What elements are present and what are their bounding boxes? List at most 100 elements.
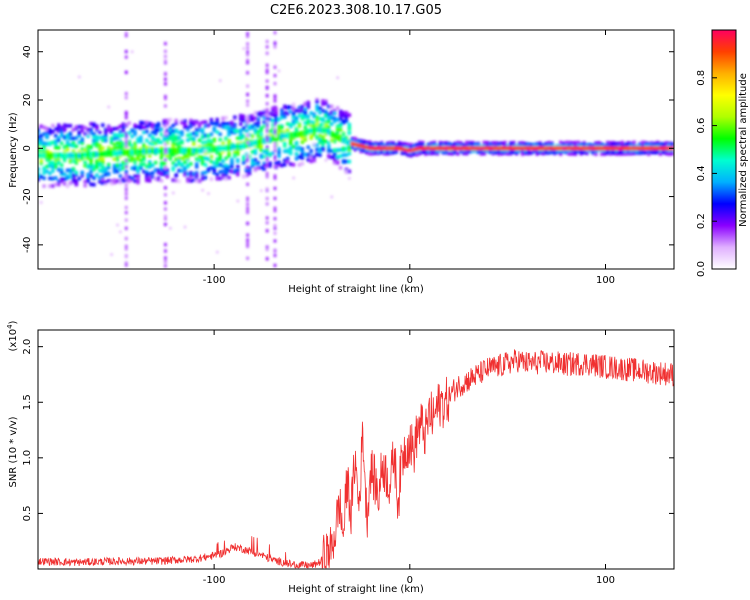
heatmap-cell: [482, 151, 487, 156]
heatmap-cell: [195, 157, 199, 161]
heatmap-cell: [65, 142, 70, 146]
heatmap-cell: [517, 141, 522, 146]
heatmap-cell: [377, 151, 381, 155]
heatmap-cell: [136, 180, 140, 185]
heatmap-streak-cell: [273, 65, 277, 69]
heatmap-cell: [394, 150, 399, 154]
heatmap-cell: [186, 172, 190, 176]
heatmap-cell: [253, 148, 258, 152]
heatmap-cell: [218, 152, 222, 156]
heatmap-cell: [165, 172, 170, 176]
heatmap-cell: [192, 178, 196, 183]
heatmap-cell: [338, 117, 343, 121]
heatmap-cell: [224, 169, 228, 174]
heatmap-cell: [280, 125, 284, 130]
heatmap-cell: [106, 147, 111, 152]
heatmap-cell: [535, 149, 539, 154]
heatmap-streak-cell: [265, 79, 269, 83]
heatmap-cell: [80, 173, 84, 178]
heatmap-cell: [209, 121, 214, 126]
heatmap-cell: [89, 151, 93, 158]
heatmap-cell: [544, 141, 548, 146]
heatmap-cell: [324, 101, 328, 106]
heatmap-cell: [362, 148, 366, 152]
heatmap-cell: [148, 178, 152, 183]
heatmap-streak-cell: [265, 45, 269, 49]
heatmap-cell: [203, 151, 208, 155]
heatmap-cell: [406, 148, 410, 153]
heatmap-cell: [180, 169, 184, 173]
heatmap-cell: [80, 138, 84, 143]
heatmap-cell: [327, 144, 331, 149]
heatmap-cell: [462, 142, 466, 147]
heatmap-cell: [221, 145, 225, 152]
heatmap-cell: [142, 146, 146, 150]
heatmap-cell: [130, 143, 134, 148]
heatmap-streak-cell: [246, 196, 249, 200]
heatmap-streak-cell: [246, 34, 249, 38]
heatmap-cell: [294, 146, 299, 151]
heatmap-cell: [611, 141, 616, 146]
heatmap-cell: [335, 106, 340, 110]
heatmap-streak-cell: [124, 173, 128, 177]
heatmap-cell: [171, 167, 175, 172]
heatmap-streak-cell: [246, 210, 249, 214]
heatmap-cell: [379, 150, 384, 155]
heatmap-cell: [259, 128, 263, 133]
heatmap-cell: [348, 177, 351, 180]
heatmap-cell: [148, 121, 152, 126]
heatmap-cell: [109, 136, 114, 141]
heatmap-cell: [332, 152, 337, 156]
heatmap-cell: [165, 118, 170, 123]
heatmap-cell: [382, 146, 387, 151]
heatmap-cell: [250, 140, 255, 147]
heatmap-cell: [283, 130, 287, 135]
heatmap-cell: [253, 139, 258, 146]
heatmap-cell: [306, 100, 310, 105]
heatmap-cell: [418, 151, 422, 156]
heatmap-cell: [280, 138, 284, 142]
heatmap-cell: [597, 141, 601, 145]
heatmap-cell: [371, 146, 375, 151]
heatmap-cell: [80, 147, 84, 151]
heatmap-cell: [570, 151, 575, 156]
heatmap-cell: [159, 153, 164, 157]
heatmap-streak-cell: [265, 187, 269, 191]
heatmap-cell: [341, 114, 346, 118]
heatmap-cell: [130, 134, 134, 139]
heatmap-cell: [221, 159, 225, 163]
heatmap-cell: [109, 130, 114, 135]
heatmap-cell: [506, 151, 510, 156]
heatmap-cell: [200, 130, 205, 134]
heatmap-cell: [315, 126, 319, 133]
heatmap-cell: [297, 107, 302, 111]
heatmap-cell: [206, 123, 211, 128]
heatmap-cell: [174, 135, 178, 139]
heatmap-streak-cell: [124, 133, 128, 137]
heatmap-cell: [629, 148, 633, 153]
heatmap-cell: [438, 142, 443, 147]
heatmap-cell: [77, 176, 81, 181]
heatmap-cell: [306, 157, 310, 162]
heatmap-cell: [303, 121, 308, 125]
heatmap-cell: [241, 155, 246, 159]
heatmap-cell: [174, 157, 178, 162]
heatmap-streak-cell: [164, 124, 167, 128]
heatmap-cell: [65, 184, 70, 188]
heatmap-cell: [98, 130, 102, 135]
heatmap-cell: [139, 148, 143, 155]
heatmap-cell: [57, 138, 61, 143]
heatmap-cell: [177, 130, 181, 135]
heatmap-streak-cell: [124, 211, 128, 215]
heatmap-cell: [92, 142, 96, 146]
heatmap-cell: [83, 152, 87, 159]
heatmap-cell: [95, 138, 99, 142]
heatmap-cell: [626, 149, 630, 154]
heatmap-cell: [491, 149, 495, 153]
heatmap-cell: [121, 133, 126, 138]
heatmap-cell: [459, 149, 463, 153]
heatmap-cell: [462, 146, 466, 151]
heatmap-cell: [241, 157, 246, 161]
heatmap-cell: [197, 121, 202, 126]
heatmap-streak-cell: [164, 186, 167, 190]
